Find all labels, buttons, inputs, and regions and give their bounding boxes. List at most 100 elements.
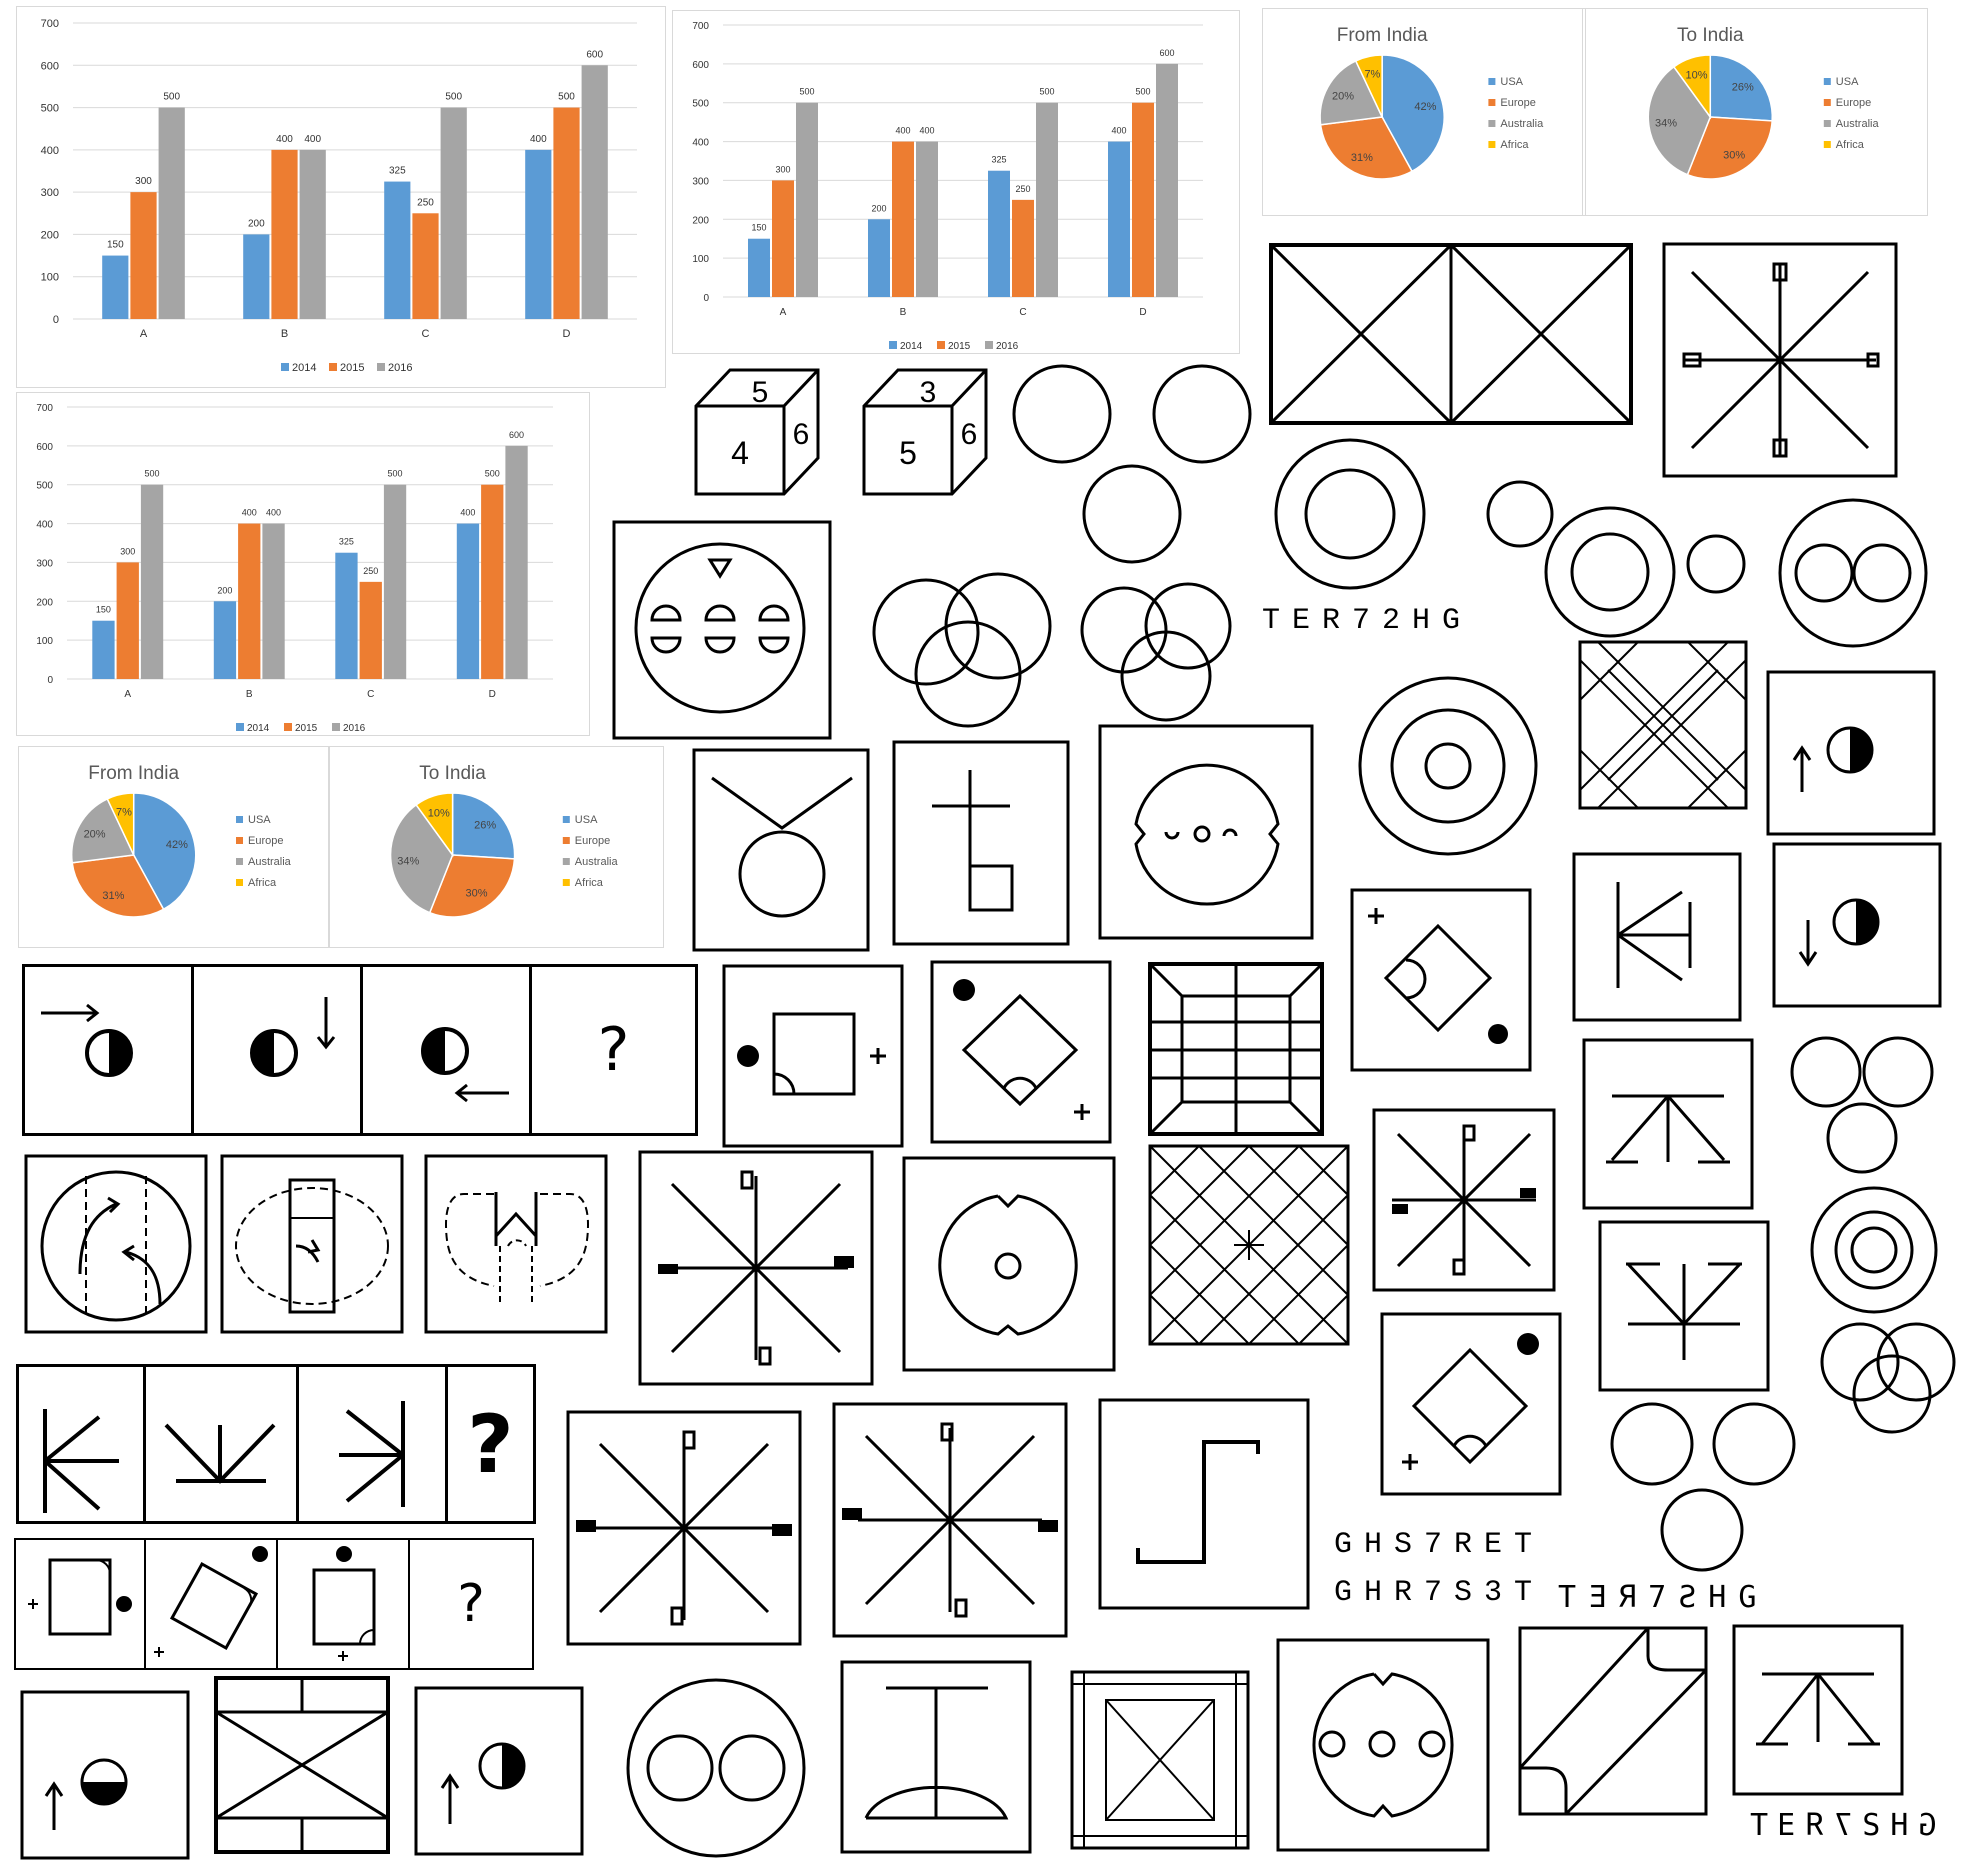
bar	[384, 181, 411, 319]
bar	[158, 107, 185, 319]
bar	[335, 552, 358, 679]
t-dome-figure	[840, 1660, 1032, 1854]
three-circles-figure-2	[1790, 1036, 1934, 1174]
triple-concentric-figure-1	[1358, 676, 1538, 856]
seq2-question-mark: ?	[467, 1397, 514, 1491]
pie-slice-label: 34%	[1655, 118, 1677, 130]
pie-slice	[132, 792, 197, 911]
legend-label: 2016	[388, 362, 412, 374]
bar-value-label: 600	[1159, 48, 1174, 58]
legend-label: Africa	[575, 877, 604, 889]
y-tick-label: 700	[41, 18, 59, 30]
bar-chart-2: 0 100 200 300 400 500 600 700 150 300 500 A 200 400 40…	[672, 10, 1240, 354]
y-tick-label: 500	[692, 99, 709, 110]
y-tick-label: 300	[692, 176, 709, 187]
bar	[481, 484, 504, 679]
folded-square-figure	[1578, 640, 1748, 810]
bar-value-label: 500	[145, 469, 160, 479]
y-tick-label: 300	[41, 187, 59, 199]
pie-slice	[70, 797, 135, 864]
y-tick-label: 400	[41, 145, 59, 157]
bar-value-label: 400	[304, 134, 321, 145]
dice-2-front: 5	[899, 435, 917, 471]
bar-value-label: 400	[919, 126, 934, 136]
legend-swatch	[236, 879, 243, 886]
bar-value-label: 300	[775, 164, 790, 174]
bar	[868, 219, 890, 297]
star-tabs-figure-2	[638, 1150, 874, 1386]
legend-swatch	[562, 816, 570, 823]
bar-value-label: 400	[276, 134, 293, 145]
bar-value-label: 200	[248, 218, 265, 229]
x-tick-label: B	[900, 307, 907, 318]
legend-label: Africa	[1500, 139, 1529, 151]
legend-label: Africa	[248, 877, 277, 889]
pie-slice	[415, 792, 454, 858]
pie-panel-1: From India 42% 31% 20% 7% USA Europe Australia A…	[1262, 8, 1586, 216]
legend-swatch	[281, 363, 289, 371]
legend-label: 2014	[900, 341, 923, 352]
bar-value-label: 500	[1039, 87, 1054, 97]
y-tick-label: 600	[36, 442, 53, 453]
bar	[988, 170, 1010, 297]
bar-value-label: 150	[96, 605, 111, 615]
bar-value-label: 500	[163, 92, 180, 103]
legend-label: 2015	[948, 341, 971, 352]
bar	[1156, 63, 1178, 297]
x-tick-label: D	[489, 689, 496, 700]
x-tick-label: C	[1019, 307, 1026, 318]
triple-concentric-figure-2	[1810, 1186, 1938, 1314]
y-tick-label: 600	[41, 60, 59, 72]
legend-label: Australia	[1836, 118, 1880, 130]
bar	[525, 149, 552, 319]
v-cross-figure-1	[1582, 1038, 1754, 1210]
bar-value-label: 325	[991, 155, 1006, 165]
legend-swatch	[1488, 78, 1496, 85]
bar	[299, 149, 326, 319]
legend-label: Europe	[1836, 97, 1871, 109]
bar	[440, 107, 467, 319]
legend-label: Europe	[248, 835, 283, 847]
pie-slice-label: 42%	[166, 839, 188, 851]
y-tick-label: 700	[692, 21, 709, 32]
three-circles-figure	[1012, 364, 1252, 564]
bar	[1012, 199, 1034, 297]
crossed-rectangles-figure	[1269, 243, 1633, 425]
pie-slice-label: 26%	[474, 819, 496, 831]
pie-slice	[451, 792, 516, 860]
pie-panel-4: To India 26% 30% 34% 10% USA Europe Australia Af…	[328, 746, 664, 948]
pie-slice-label: 31%	[1351, 152, 1373, 164]
bar	[213, 601, 237, 679]
bar-value-label: 150	[107, 240, 124, 251]
diamond-figure-3	[1380, 1312, 1562, 1496]
dice-1: 5 4 6	[694, 368, 820, 496]
bar	[262, 523, 285, 679]
bar	[130, 192, 157, 319]
overlapping-circles-figure-1	[872, 572, 1052, 728]
pie-slice	[106, 792, 135, 856]
legend-label: Australia	[248, 856, 292, 868]
cross-square-figure	[892, 740, 1070, 946]
legend-label: USA	[248, 814, 271, 826]
bar-value-label: 400	[530, 134, 547, 145]
legend-label: 2014	[247, 723, 270, 734]
s-shape-figure	[1098, 1398, 1310, 1610]
dice-1-side: 6	[793, 418, 810, 451]
bar-value-label: 500	[1135, 87, 1150, 97]
two-inner-circles-figure-2	[626, 1678, 806, 1858]
x-tick-label: A	[780, 307, 787, 318]
legend-label: USA	[1500, 76, 1523, 88]
seq2-frame-1	[43, 1367, 146, 1521]
bar	[581, 65, 608, 320]
bar	[748, 238, 770, 297]
bar-value-label: 600	[586, 49, 603, 60]
pie-slice-label: 42%	[1414, 101, 1436, 113]
bar-value-label: 600	[509, 430, 524, 440]
legend-label: 2016	[996, 341, 1019, 352]
y-tick-label: 0	[47, 675, 53, 686]
diamond-grid-figure	[1148, 1144, 1350, 1346]
pie-slice	[71, 854, 165, 918]
frame-grid-figure	[1148, 962, 1324, 1136]
legend-swatch	[1488, 141, 1496, 148]
y-tick-label: 0	[53, 314, 59, 326]
